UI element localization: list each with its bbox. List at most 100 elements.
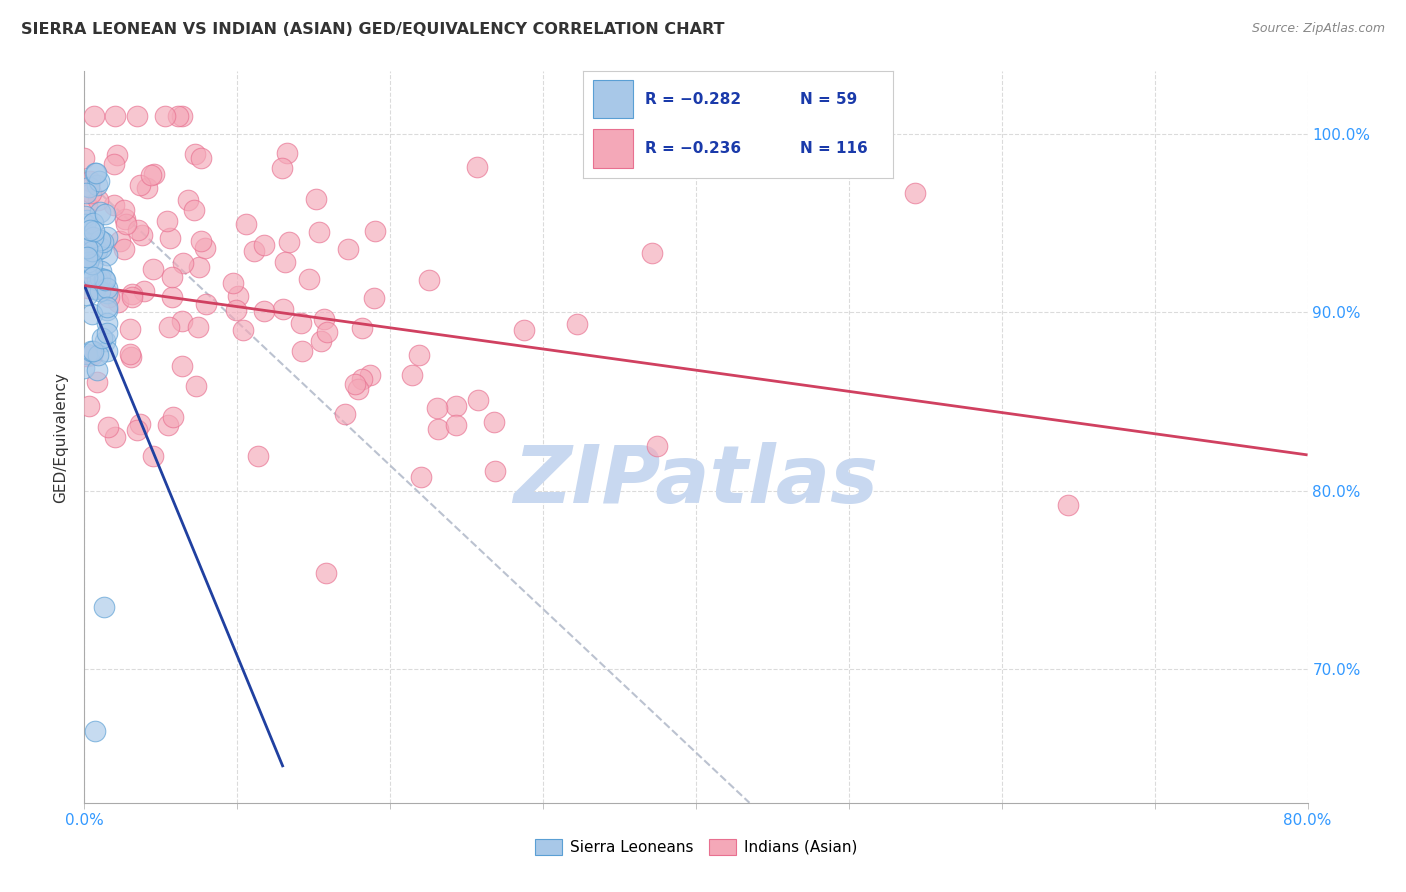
Point: [160, 290, 183, 304]
Point: [363, 291, 385, 305]
Point: [76, 349, 98, 363]
Point: [426, 422, 449, 436]
Point: [75, 250, 97, 264]
Point: [103, 157, 125, 171]
Point: [82, 230, 104, 244]
Point: [84, 282, 107, 296]
Point: [127, 222, 149, 236]
Point: [121, 290, 143, 304]
Point: [513, 323, 536, 337]
Point: [76, 213, 98, 227]
Point: [411, 470, 433, 484]
Point: [82, 270, 104, 285]
Point: [232, 323, 254, 337]
Point: [645, 439, 668, 453]
Point: [73, 360, 96, 375]
Point: [90, 241, 112, 255]
Point: [80, 186, 103, 200]
Point: [253, 237, 276, 252]
Point: [76, 347, 98, 361]
Point: [315, 566, 337, 580]
Point: [77, 399, 100, 413]
Point: [96, 316, 118, 330]
Point: [76, 250, 98, 264]
Text: ZIPatlas: ZIPatlas: [513, 442, 879, 520]
Point: [107, 148, 129, 162]
Point: [1057, 498, 1080, 512]
Point: [188, 260, 211, 274]
Point: [186, 378, 208, 392]
Point: [77, 180, 100, 194]
Point: [86, 363, 108, 377]
Point: [120, 322, 142, 336]
Point: [89, 270, 111, 285]
Point: [86, 272, 108, 286]
Point: [129, 178, 152, 193]
Point: [156, 213, 179, 227]
Point: [484, 464, 506, 478]
Point: [246, 449, 269, 463]
Point: [482, 415, 505, 429]
Text: R = −0.236: R = −0.236: [645, 141, 741, 156]
Point: [347, 382, 370, 396]
Point: [103, 198, 125, 212]
Point: [83, 109, 105, 123]
Point: [291, 343, 314, 358]
Point: [336, 242, 359, 256]
Point: [190, 235, 212, 249]
Text: N = 59: N = 59: [800, 92, 858, 107]
Point: [77, 254, 100, 268]
Point: [298, 272, 321, 286]
Point: [162, 410, 184, 425]
Point: [83, 282, 105, 296]
Point: [315, 325, 337, 339]
Point: [401, 368, 423, 382]
Point: [84, 166, 107, 180]
Point: [408, 348, 430, 362]
Point: [129, 417, 152, 432]
Point: [86, 178, 108, 192]
Point: [290, 316, 312, 330]
Point: [271, 161, 294, 175]
Point: [193, 241, 215, 255]
Point: [641, 246, 664, 260]
Point: [76, 198, 98, 212]
Point: [308, 226, 330, 240]
Point: [94, 207, 117, 221]
Point: [167, 109, 190, 123]
Point: [73, 235, 96, 250]
Point: [444, 418, 467, 433]
Point: [93, 272, 115, 286]
Point: [253, 304, 276, 318]
Point: [125, 109, 148, 123]
Point: [80, 256, 103, 270]
Point: [80, 344, 103, 359]
Point: [89, 174, 111, 188]
Point: [79, 223, 101, 237]
Point: [142, 449, 165, 463]
Point: [114, 217, 136, 231]
Point: [96, 248, 118, 262]
Point: [156, 418, 179, 433]
Point: [344, 376, 367, 391]
Point: [86, 243, 108, 257]
Point: [225, 303, 247, 318]
Point: [172, 256, 194, 270]
Point: [93, 599, 115, 614]
Y-axis label: GED/Equivalency: GED/Equivalency: [53, 372, 69, 502]
Point: [89, 205, 111, 219]
Point: [75, 250, 97, 264]
Point: [127, 423, 149, 437]
Point: [76, 270, 98, 285]
Text: N = 116: N = 116: [800, 141, 868, 156]
Point: [131, 227, 153, 242]
Point: [114, 211, 136, 226]
Point: [80, 244, 103, 258]
Point: [82, 343, 104, 358]
Point: [84, 724, 107, 739]
Point: [364, 224, 387, 238]
Point: [93, 235, 115, 249]
Point: [79, 174, 101, 188]
Point: [277, 235, 299, 250]
Point: [80, 307, 103, 321]
